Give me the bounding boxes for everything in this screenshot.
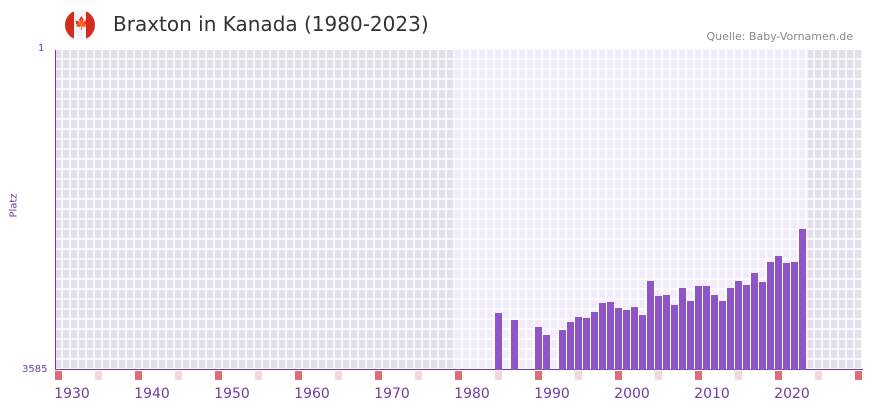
bar-2017: [767, 261, 774, 370]
bar-2013: [735, 280, 742, 370]
bar-1983: [495, 313, 502, 370]
bar-1993: [575, 316, 582, 370]
decade-marker: [575, 371, 582, 380]
y-axis-label: Platz: [8, 193, 20, 218]
bar-2000: [631, 306, 638, 370]
x-tick-label: 1930: [54, 386, 90, 402]
bar-2011: [719, 300, 726, 370]
x-tick-label: 1950: [214, 386, 250, 402]
bar-1997: [607, 301, 614, 370]
bar-2015: [751, 273, 758, 370]
decade-marker: [375, 371, 382, 380]
x-tick-label: 2020: [774, 386, 810, 402]
bar-2004: [663, 295, 670, 370]
decade-marker: [335, 371, 342, 380]
decade-marker: [815, 371, 822, 380]
bar-1995: [591, 311, 598, 370]
bar-2006: [679, 288, 686, 370]
bar-1989: [543, 335, 550, 370]
decade-marker: [55, 371, 62, 380]
bar-1996: [599, 303, 606, 370]
bar-1999: [623, 310, 630, 370]
decade-marker: [95, 371, 102, 380]
decade-marker: [775, 371, 782, 380]
decade-marker: [255, 371, 262, 380]
source-label: Quelle: Baby-Vornamen.de: [706, 30, 853, 43]
bar-2018: [775, 255, 782, 370]
bar-1988: [535, 326, 542, 370]
decade-marker: [215, 371, 222, 380]
decade-marker: [415, 371, 422, 380]
plot-area: [55, 50, 863, 370]
decade-marker: [495, 371, 502, 380]
bar-1991: [559, 330, 566, 370]
bar-2005: [671, 305, 678, 370]
y-tick-top: 1: [38, 43, 45, 54]
canada-flag-icon: 🍁: [65, 10, 95, 40]
bar-2021: [799, 229, 806, 370]
bar-1985: [511, 320, 518, 370]
bar-2009: [703, 285, 710, 370]
x-tick-label: 2010: [694, 386, 730, 402]
decade-marker: [175, 371, 182, 380]
bar-2016: [759, 281, 766, 370]
decade-marker: [855, 371, 862, 380]
x-axis: [55, 369, 863, 370]
decade-marker: [535, 371, 542, 380]
x-tick-label: 1980: [454, 386, 490, 402]
bar-2003: [655, 295, 662, 370]
decade-marker: [735, 371, 742, 380]
bar-1998: [615, 308, 622, 370]
y-axis: [55, 50, 56, 370]
bar-2007: [687, 300, 694, 370]
bar-1992: [567, 321, 574, 370]
decade-marker: [455, 371, 462, 380]
bar-1994: [583, 318, 590, 370]
bar-2014: [743, 285, 750, 370]
bar-2001: [639, 315, 646, 370]
decade-marker: [695, 371, 702, 380]
x-tick-label: 1990: [534, 386, 570, 402]
bar-2010: [711, 295, 718, 370]
x-tick-label: 2000: [614, 386, 650, 402]
x-tick-label: 1940: [134, 386, 170, 402]
y-tick-bottom: 3585: [22, 364, 48, 375]
bar-2019: [783, 263, 790, 370]
decade-marker: [295, 371, 302, 380]
bar-2020: [791, 261, 798, 370]
decade-marker: [615, 371, 622, 380]
bar-2002: [647, 280, 654, 370]
chart-title: Braxton in Kanada (1980-2023): [113, 12, 429, 36]
x-tick-label: 1960: [294, 386, 330, 402]
decade-marker: [135, 371, 142, 380]
bar-2008: [695, 285, 702, 370]
bar-2012: [727, 288, 734, 370]
x-tick-label: 1970: [374, 386, 410, 402]
decade-marker: [655, 371, 662, 380]
